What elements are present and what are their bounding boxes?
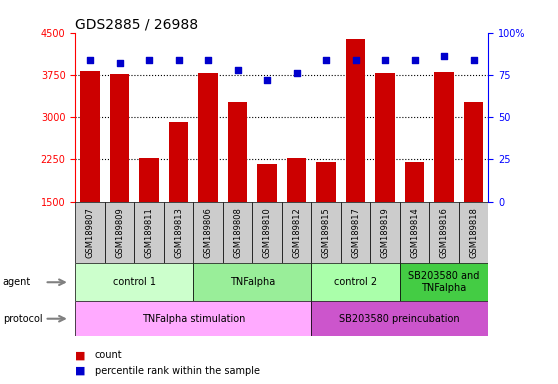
Bar	[429, 202, 459, 263]
Bar	[459, 202, 488, 263]
Text: GSM189811: GSM189811	[145, 207, 153, 258]
Bar	[287, 158, 306, 202]
Point	[115, 60, 124, 66]
Bar	[311, 202, 341, 263]
Text: GSM189809: GSM189809	[115, 207, 124, 258]
Point	[204, 56, 213, 63]
Text: TNFalpha: TNFalpha	[230, 277, 275, 287]
Text: control 2: control 2	[334, 277, 377, 287]
Bar	[257, 164, 277, 202]
Bar	[75, 202, 105, 263]
Bar	[371, 202, 400, 263]
Text: SB203580 and
TNFalpha: SB203580 and TNFalpha	[408, 271, 480, 293]
Text: GSM189816: GSM189816	[440, 207, 449, 258]
Text: GSM189815: GSM189815	[321, 207, 330, 258]
Point	[263, 77, 272, 83]
Bar	[228, 103, 247, 202]
Bar	[405, 162, 424, 202]
Bar	[199, 73, 218, 202]
Bar	[80, 71, 100, 202]
Bar	[134, 202, 164, 263]
Point	[321, 56, 330, 63]
Bar	[341, 202, 371, 263]
Text: GSM189806: GSM189806	[204, 207, 213, 258]
Point	[292, 70, 301, 76]
Bar	[110, 74, 129, 202]
Text: protocol: protocol	[3, 314, 42, 324]
Text: GSM189810: GSM189810	[263, 207, 272, 258]
Bar	[75, 263, 193, 301]
Point	[381, 56, 389, 63]
Text: GSM189817: GSM189817	[351, 207, 360, 258]
Text: GSM189818: GSM189818	[469, 207, 478, 258]
Bar	[400, 263, 488, 301]
Point	[85, 56, 94, 63]
Bar	[376, 73, 395, 202]
Bar	[169, 122, 188, 202]
Text: ■: ■	[75, 366, 86, 376]
Bar	[75, 301, 311, 336]
Bar	[193, 263, 311, 301]
Point	[351, 56, 360, 63]
Text: ■: ■	[75, 350, 86, 360]
Bar	[311, 263, 400, 301]
Text: GSM189814: GSM189814	[410, 207, 419, 258]
Text: count: count	[95, 350, 123, 360]
Text: GSM189808: GSM189808	[233, 207, 242, 258]
Point	[174, 56, 183, 63]
Point	[440, 53, 449, 60]
Text: GSM189807: GSM189807	[85, 207, 94, 258]
Bar	[464, 102, 483, 202]
Bar	[140, 158, 158, 202]
Bar	[193, 202, 223, 263]
Text: GSM189812: GSM189812	[292, 207, 301, 258]
Point	[469, 56, 478, 63]
Bar	[164, 202, 193, 263]
Text: GSM189819: GSM189819	[381, 207, 389, 258]
Text: agent: agent	[3, 277, 31, 287]
Point	[410, 56, 419, 63]
Bar	[400, 202, 429, 263]
Text: GDS2885 / 26988: GDS2885 / 26988	[75, 18, 199, 31]
Bar	[252, 202, 282, 263]
Bar	[316, 162, 335, 202]
Text: percentile rank within the sample: percentile rank within the sample	[95, 366, 260, 376]
Text: control 1: control 1	[113, 277, 156, 287]
Point	[233, 67, 242, 73]
Bar	[282, 202, 311, 263]
Point	[145, 56, 153, 63]
Bar	[105, 202, 134, 263]
Bar	[346, 40, 365, 202]
Bar	[223, 202, 252, 263]
Bar	[435, 71, 454, 202]
Text: TNFalpha stimulation: TNFalpha stimulation	[142, 314, 245, 324]
Bar	[311, 301, 488, 336]
Text: GSM189813: GSM189813	[174, 207, 183, 258]
Text: SB203580 preincubation: SB203580 preincubation	[339, 314, 460, 324]
